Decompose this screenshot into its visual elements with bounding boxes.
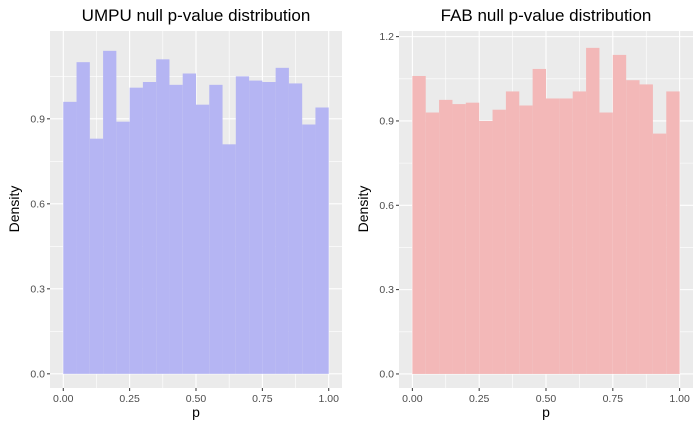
- x-tick-label: 1.00: [319, 393, 340, 405]
- x-tick-label: 0.50: [536, 393, 557, 405]
- histogram-bar: [288, 83, 303, 374]
- histogram-bar: [76, 62, 90, 374]
- histogram-bar: [63, 101, 77, 374]
- y-tick-label: 1.2: [379, 31, 394, 43]
- fab-x-ticks: 0.00 0.25 0.50 0.75 1.00: [402, 388, 690, 405]
- histogram-bar: [142, 82, 157, 374]
- histogram-bar: [103, 50, 117, 374]
- x-tick-label: 1.00: [669, 393, 690, 405]
- x-tick-label: 0.00: [53, 393, 74, 405]
- histogram-bar: [89, 138, 104, 374]
- histogram-bar: [129, 87, 143, 374]
- histogram-bar: [275, 67, 289, 374]
- histogram-bar: [182, 73, 196, 374]
- x-tick-label: 0.75: [252, 393, 273, 405]
- histogram-bar: [262, 82, 276, 374]
- x-tick-label: 0.25: [119, 393, 140, 405]
- histogram-bar: [652, 133, 667, 374]
- umpu-chart-title: UMPU null p-value distribution: [82, 6, 311, 25]
- histogram-bar: [209, 84, 223, 374]
- y-tick-label: 0.6: [30, 198, 45, 210]
- histogram-bar: [116, 121, 130, 374]
- histogram-bar: [546, 98, 560, 374]
- histogram-bar: [639, 84, 653, 374]
- histogram-bar: [492, 109, 506, 374]
- y-tick-label: 0.0: [30, 368, 45, 380]
- histogram-bar: [532, 68, 546, 374]
- x-tick-label: 0.25: [469, 393, 490, 405]
- histogram-bar: [222, 144, 236, 374]
- fab-x-axis-label: p: [542, 404, 550, 420]
- histogram-bar: [666, 91, 680, 374]
- histogram-bar: [465, 102, 480, 374]
- umpu-bars: [63, 50, 329, 374]
- histogram-bar: [519, 105, 533, 374]
- histogram-bar: [315, 107, 329, 374]
- histogram-bar: [559, 98, 573, 374]
- y-tick-label: 0.9: [379, 115, 394, 127]
- y-tick-label: 0.9: [30, 113, 45, 125]
- umpu-histogram-panel: UMPU null p-value distribution 0.0 0.3 0.6…: [6, 6, 342, 420]
- histogram-bar: [169, 84, 183, 374]
- histogram-bar: [626, 80, 640, 374]
- umpu-y-ticks: 0.0 0.3 0.6 0.9: [30, 113, 50, 380]
- y-tick-label: 0.3: [30, 283, 45, 295]
- histogram-bar: [612, 54, 627, 374]
- fab-y-ticks: 0.0 0.3 0.6 0.9 1.2: [379, 31, 399, 380]
- x-tick-label: 0.50: [186, 393, 207, 405]
- histogram-bar: [586, 47, 600, 374]
- umpu-y-axis-label: Density: [6, 186, 22, 233]
- histogram-bar: [452, 104, 466, 374]
- histogram-bar: [439, 99, 453, 374]
- histogram-bar: [196, 104, 210, 374]
- histogram-bar: [249, 80, 263, 374]
- x-tick-label: 0.00: [402, 393, 423, 405]
- histogram-bar: [599, 112, 613, 374]
- fab-y-axis-label: Density: [355, 186, 371, 233]
- y-tick-label: 0.0: [379, 368, 394, 380]
- fab-bars: [412, 47, 680, 374]
- histogram-bar: [505, 91, 520, 374]
- histogram-bar: [302, 124, 316, 374]
- umpu-x-ticks: 0.00 0.25 0.50 0.75 1.00: [53, 388, 339, 405]
- y-tick-label: 0.6: [379, 200, 394, 212]
- histogram-bar: [479, 120, 493, 374]
- histogram-bar: [235, 76, 250, 374]
- histogram-bar: [425, 112, 440, 374]
- y-tick-label: 0.3: [379, 284, 394, 296]
- x-tick-label: 0.75: [603, 393, 624, 405]
- histogram-bar: [412, 75, 426, 374]
- umpu-x-axis-label: p: [192, 404, 200, 420]
- fab-chart-title: FAB null p-value distribution: [441, 6, 652, 25]
- histogram-bar: [572, 91, 587, 374]
- histogram-bar: [156, 59, 170, 374]
- fab-histogram-panel: FAB null p-value distribution 0.00.30.60…: [355, 6, 693, 420]
